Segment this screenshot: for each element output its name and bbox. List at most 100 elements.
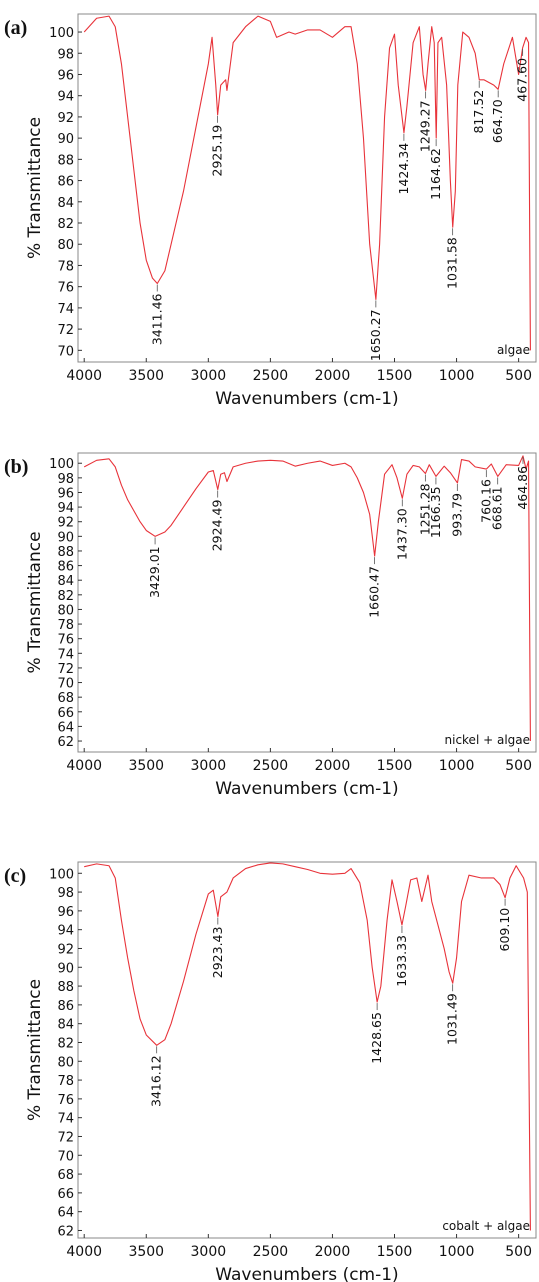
y-tick-label: 96: [57, 905, 74, 920]
y-tick-label: 98: [57, 472, 74, 487]
y-tick-label: 98: [57, 886, 74, 901]
y-tick-label: 70: [57, 344, 74, 359]
y-tick-label: 76: [57, 633, 74, 648]
x-tick-label: 500: [505, 1244, 532, 1260]
peak-label: 2925.19: [210, 125, 225, 177]
y-tick-label: 72: [57, 1130, 74, 1145]
y-tick-label: 80: [57, 1055, 74, 1070]
peak-label: 1437.30: [394, 508, 409, 560]
x-tick-label: 4000: [66, 758, 102, 774]
peak-label: 609.10: [497, 908, 512, 952]
peak-label: 3429.01: [147, 546, 162, 598]
y-tick-label: 72: [57, 662, 74, 677]
x-tick-label: 500: [505, 368, 532, 384]
x-tick-label: 3500: [128, 368, 164, 384]
y-tick-label: 86: [57, 175, 74, 190]
y-tick-label: 90: [57, 132, 74, 147]
x-tick-label: 2500: [253, 758, 289, 774]
y-tick-label: 66: [57, 1187, 74, 1202]
y-tick-label: 64: [57, 720, 74, 735]
y-tick-label: 90: [57, 961, 74, 976]
x-tick-label: 3000: [191, 368, 227, 384]
x-tick-label: 1500: [377, 1244, 413, 1260]
y-axis-label: % Transmittance: [25, 979, 45, 1121]
y-tick-label: 92: [57, 111, 74, 126]
spectrum-line: [83, 455, 531, 742]
y-tick-label: 90: [57, 530, 74, 545]
y-tick-label: 82: [57, 589, 74, 604]
y-tick-label: 86: [57, 560, 74, 575]
peak-label: 1424.34: [396, 143, 411, 195]
y-tick-label: 78: [57, 259, 74, 274]
y-tick-label: 100: [49, 26, 74, 41]
peak-label: 1249.27: [418, 100, 433, 152]
peak-label: 1164.62: [428, 148, 443, 200]
y-tick-label: 62: [57, 735, 74, 750]
y-tick-label: 64: [57, 1206, 74, 1221]
y-axis-label: % Transmittance: [25, 117, 45, 259]
x-tick-label: 4000: [66, 1244, 102, 1260]
x-tick-label: 1500: [377, 368, 413, 384]
y-tick-label: 74: [57, 647, 74, 662]
peak-label: 1031.49: [445, 993, 460, 1045]
x-tick-label: 3500: [128, 1244, 164, 1260]
y-tick-label: 84: [57, 574, 74, 589]
x-tick-label: 1000: [439, 368, 475, 384]
peak-label: 464.86: [515, 466, 530, 510]
x-axis-label: Wavenumbers (cm-1): [215, 779, 398, 799]
x-tick-label: 3000: [191, 758, 227, 774]
x-axis-label: Wavenumbers (cm-1): [215, 1265, 398, 1282]
legend-entry: nickel + algae: [445, 733, 531, 747]
y-tick-label: 74: [57, 302, 74, 317]
panel-label: (c): [4, 865, 26, 887]
y-tick-label: 72: [57, 323, 74, 338]
legend-entry: cobalt + algae: [442, 1219, 530, 1233]
x-tick-label: 1000: [439, 1244, 475, 1260]
y-tick-label: 84: [57, 1018, 74, 1033]
y-tick-label: 66: [57, 706, 74, 721]
peak-label: 3411.46: [149, 293, 164, 345]
peak-label: 668.61: [490, 486, 505, 530]
x-tick-label: 2500: [253, 368, 289, 384]
y-tick-label: 70: [57, 1149, 74, 1164]
y-tick-label: 62: [57, 1224, 74, 1239]
peak-label: 2923.43: [210, 927, 225, 979]
y-tick-label: 94: [57, 924, 74, 939]
peak-label: 1031.58: [445, 237, 460, 289]
y-tick-label: 94: [57, 90, 74, 105]
peak-label: 760.16: [478, 479, 493, 523]
y-tick-label: 84: [57, 196, 74, 211]
peak-label: 993.79: [449, 493, 464, 537]
x-tick-label: 1000: [439, 758, 475, 774]
y-tick-label: 68: [57, 691, 74, 706]
x-tick-label: 4000: [66, 368, 102, 384]
peak-label: 3416.12: [149, 1055, 164, 1107]
panel-label: (a): [4, 17, 27, 39]
legend-entry: algae: [497, 343, 530, 357]
peak-label: 1166.35: [428, 486, 443, 538]
panel-label: (b): [4, 456, 28, 478]
y-tick-label: 76: [57, 281, 74, 296]
y-tick-label: 78: [57, 1074, 74, 1089]
x-tick-label: 3500: [128, 758, 164, 774]
x-tick-label: 1500: [377, 758, 413, 774]
y-tick-label: 88: [57, 980, 74, 995]
plot-frame: [77, 452, 537, 753]
peak-label: 467.60: [515, 58, 530, 102]
peak-label: 1650.27: [368, 309, 383, 361]
y-tick-label: 80: [57, 238, 74, 253]
spectrum-line: [84, 862, 531, 1231]
y-tick-label: 94: [57, 501, 74, 516]
y-tick-label: 68: [57, 1168, 74, 1183]
y-tick-label: 74: [57, 1112, 74, 1127]
plot-frame: [77, 13, 537, 363]
y-tick-label: 88: [57, 545, 74, 560]
y-tick-label: 86: [57, 999, 74, 1014]
y-axis-label: % Transmittance: [25, 531, 45, 673]
spectrum-line: [83, 15, 531, 351]
x-tick-label: 2000: [315, 758, 351, 774]
peak-label: 2924.49: [210, 500, 225, 552]
peak-label: 817.52: [471, 90, 486, 134]
y-tick-label: 92: [57, 516, 74, 531]
